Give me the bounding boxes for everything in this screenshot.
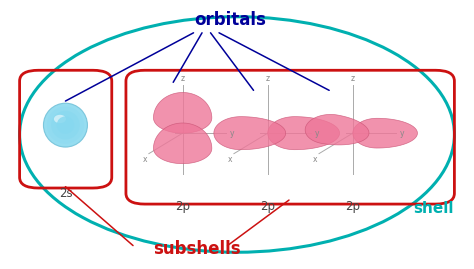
- Text: 2p: 2p: [175, 200, 190, 213]
- Text: subshells: subshells: [153, 240, 241, 258]
- Text: 2p: 2p: [345, 200, 360, 213]
- Ellipse shape: [54, 115, 66, 123]
- Ellipse shape: [44, 103, 87, 147]
- Text: z: z: [351, 74, 355, 83]
- Polygon shape: [353, 118, 418, 148]
- Text: y: y: [315, 129, 319, 138]
- Text: z: z: [265, 74, 270, 83]
- Ellipse shape: [47, 107, 84, 144]
- Text: x: x: [313, 155, 318, 164]
- Text: x: x: [143, 155, 147, 164]
- Text: x: x: [228, 155, 233, 164]
- Ellipse shape: [57, 116, 74, 134]
- Text: y: y: [230, 129, 234, 138]
- Polygon shape: [154, 93, 212, 133]
- Text: 2s: 2s: [59, 187, 72, 200]
- Text: 2p: 2p: [260, 200, 275, 213]
- Polygon shape: [305, 114, 369, 145]
- Text: shell: shell: [413, 201, 454, 215]
- Polygon shape: [154, 123, 212, 164]
- Polygon shape: [268, 117, 339, 150]
- Text: z: z: [181, 74, 185, 83]
- Ellipse shape: [51, 111, 80, 139]
- Text: orbitals: orbitals: [194, 11, 266, 29]
- Text: y: y: [400, 129, 404, 138]
- Polygon shape: [214, 117, 286, 150]
- Ellipse shape: [44, 103, 87, 147]
